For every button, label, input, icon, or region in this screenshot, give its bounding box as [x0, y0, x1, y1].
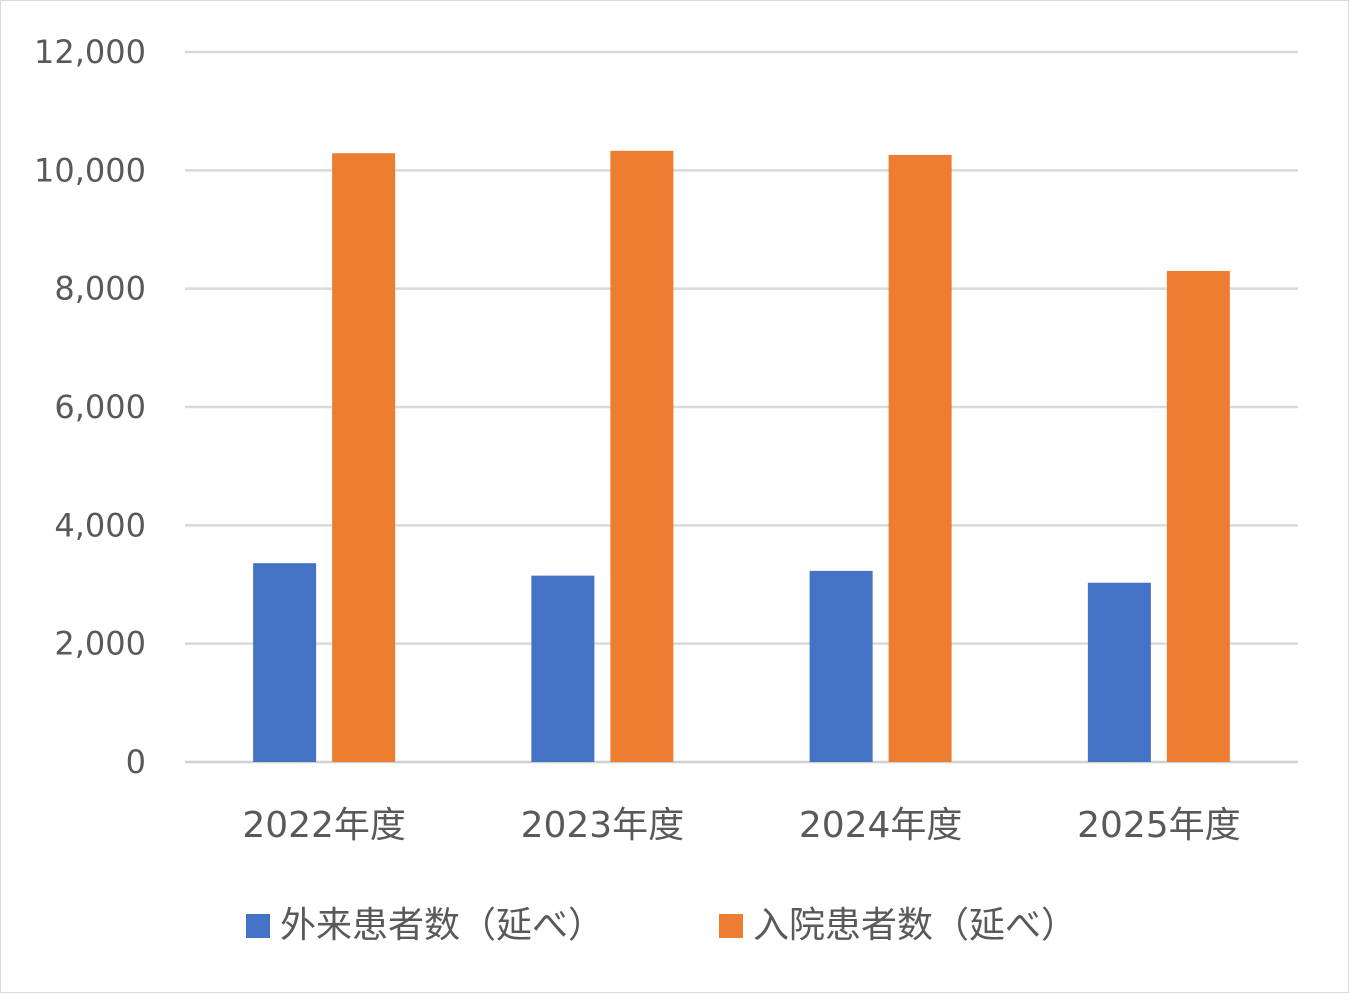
legend-swatch — [246, 914, 270, 938]
bar — [531, 575, 595, 762]
y-tick-label: 8,000 — [54, 270, 146, 308]
y-tick-label: 10,000 — [34, 151, 146, 189]
y-axis-ticks: 0 2,000 4,000 6,000 8,000 10,000 12,000 — [34, 33, 146, 781]
x-category-label: 2023年度 — [521, 805, 685, 846]
legend-label: 外来患者数（延べ） — [280, 905, 604, 946]
bar — [610, 150, 674, 762]
bar — [809, 570, 873, 762]
legend-swatch — [719, 914, 743, 938]
y-tick-label: 0 — [126, 743, 146, 781]
bar — [888, 154, 952, 762]
legend-label: 入院患者数（延べ） — [753, 905, 1077, 946]
bars — [253, 150, 1230, 763]
bar — [1087, 582, 1151, 762]
bar — [332, 153, 396, 763]
x-category-label: 2024年度 — [799, 805, 963, 846]
x-category-label: 2025年度 — [1077, 805, 1241, 846]
y-tick-label: 12,000 — [34, 33, 146, 71]
bar — [1166, 270, 1230, 762]
y-tick-label: 2,000 — [54, 625, 146, 663]
x-category-label: 2022年度 — [242, 805, 406, 846]
bar — [253, 563, 317, 762]
y-tick-label: 4,000 — [54, 506, 146, 544]
legend: 外来患者数（延べ） 入院患者数（延べ） — [246, 905, 1077, 946]
x-axis-categories: 2022年度 2023年度 2024年度 2025年度 — [242, 805, 1240, 846]
y-tick-label: 6,000 — [54, 388, 146, 426]
